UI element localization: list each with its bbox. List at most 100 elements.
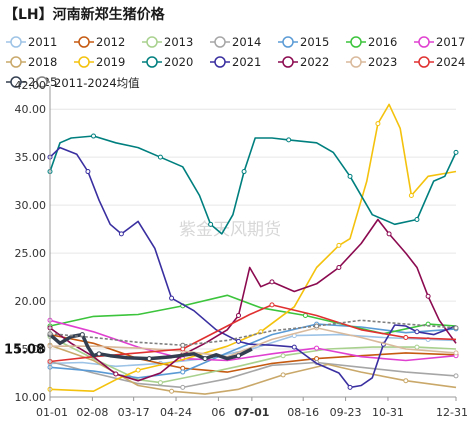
data-point-2025 [146,356,152,362]
data-point-2016 [302,312,308,318]
series-line-2021[interactable] [49,146,457,389]
data-point-2013 [157,380,163,386]
data-point-2014 [453,373,459,379]
data-point-2017 [314,345,320,351]
legend-marker-icon [142,56,162,68]
data-point-2019 [336,242,342,248]
series-line-2023[interactable] [50,327,457,358]
legend-label: 2012 [96,35,126,49]
data-point-2018 [280,372,286,378]
legend-label: 2015 [300,35,330,49]
current-value-label: 15.08 [4,342,45,357]
x-tick-label: 04-24 [160,406,192,419]
data-point-2022 [425,293,431,299]
series-line-2019[interactable] [49,103,457,393]
y-tick-label: 25.00 [15,247,47,260]
data-point-2013 [280,353,286,359]
legend-marker-icon [210,36,230,48]
y-tick-label: 20.00 [15,295,47,308]
data-point-2021 [85,169,91,175]
legend-marker-icon [74,36,94,48]
watermark: 紫金天风期货 [179,220,281,240]
y-tick-label: 35.00 [15,151,47,164]
legend-label: 2021 [232,55,262,69]
x-tick-label: 07-01 [234,406,269,419]
data-point-2018 [403,378,409,384]
chart-title: 【LH】河南新郑生猪价格 [4,7,165,23]
data-point-2022 [386,231,392,237]
legend-marker-icon [346,56,366,68]
data-point-2020 [453,149,459,155]
data-point-2019 [408,193,414,199]
data-point-2020 [414,217,420,223]
x-tick-label: 02-08 [76,406,108,419]
legend-label: 2024 [436,55,466,69]
x-tick-label: 03-17 [118,406,150,419]
legend-label: 2016 [368,35,398,49]
data-point-2021 [291,344,297,350]
data-point-2011-2024均值 [314,323,320,329]
data-point-2020 [91,133,96,139]
data-point-2020 [208,221,214,227]
data-point-2022 [269,279,275,285]
data-point-2018 [169,388,175,394]
x-tick-label: 06 [211,406,225,419]
y-tick-label: 15.00 [15,343,47,356]
series-line-2014[interactable] [49,360,457,389]
data-point-2020 [347,173,353,179]
y-tick-label: 10.00 [15,391,47,404]
legend-marker-icon [32,76,52,88]
series-line-2025[interactable] [48,332,253,361]
legend-marker-icon [142,36,162,48]
series-line-2011-2024均值[interactable] [49,319,457,347]
legend-marker-icon [414,56,434,68]
data-point-2022 [236,312,241,318]
legend-label: 2022 [300,55,330,69]
data-point-2025 [202,356,208,362]
axis-layer: 10.00 15.00 20.00 25.00 30.00 35.00 40.00 42.00… [4,79,468,419]
data-point-2024 [403,335,409,341]
x-tick-label: 01-01 [36,406,68,419]
data-point-2021 [414,329,420,335]
data-point-2021 [118,231,124,237]
series-line-2016[interactable] [49,294,457,335]
data-point-2021 [347,384,353,390]
x-tick-label: 09-23 [330,406,362,419]
legend-label: 2020 [164,55,194,69]
legend-marker-icon [210,56,230,68]
legend-label: 2014 [232,35,262,49]
legend-marker-icon [6,36,26,48]
data-point-2021 [169,295,175,301]
data-point-2013 [414,344,420,350]
y-top-label: 42.00 [15,79,47,92]
series-line-2022[interactable] [49,218,457,382]
series-line-2013[interactable] [49,335,457,384]
legend-label: 2013 [164,35,194,49]
data-point-2022 [336,264,342,270]
data-point-2025 [96,351,102,357]
y-tick-label: 40.00 [15,103,47,116]
data-point-2019 [375,121,381,127]
legend-marker-icon [6,56,26,68]
legend-label: 2023 [368,55,398,69]
legend-marker-icon [346,36,366,48]
data-point-2011-2024均值 [453,325,459,331]
data-point-2023 [453,350,459,356]
data-point-2025 [236,353,241,359]
legend-label: 2011 [28,35,58,49]
series-line-2012[interactable] [49,333,457,373]
data-point-2020 [157,154,163,160]
data-point-2020 [241,169,247,175]
legend-marker-icon [278,56,298,68]
data-point-2020 [286,137,292,143]
data-point-2019 [135,367,141,373]
data-point-2021 [236,338,241,344]
x-tick-label: 12-31 [436,406,468,419]
data-point-2015 [180,369,186,375]
y-tick-label: 30.00 [15,199,47,212]
legend-marker-icon [6,76,26,88]
legend-label: 2019 [96,55,126,69]
series-line-2024[interactable] [49,304,457,363]
legend-marker-icon [278,36,298,48]
